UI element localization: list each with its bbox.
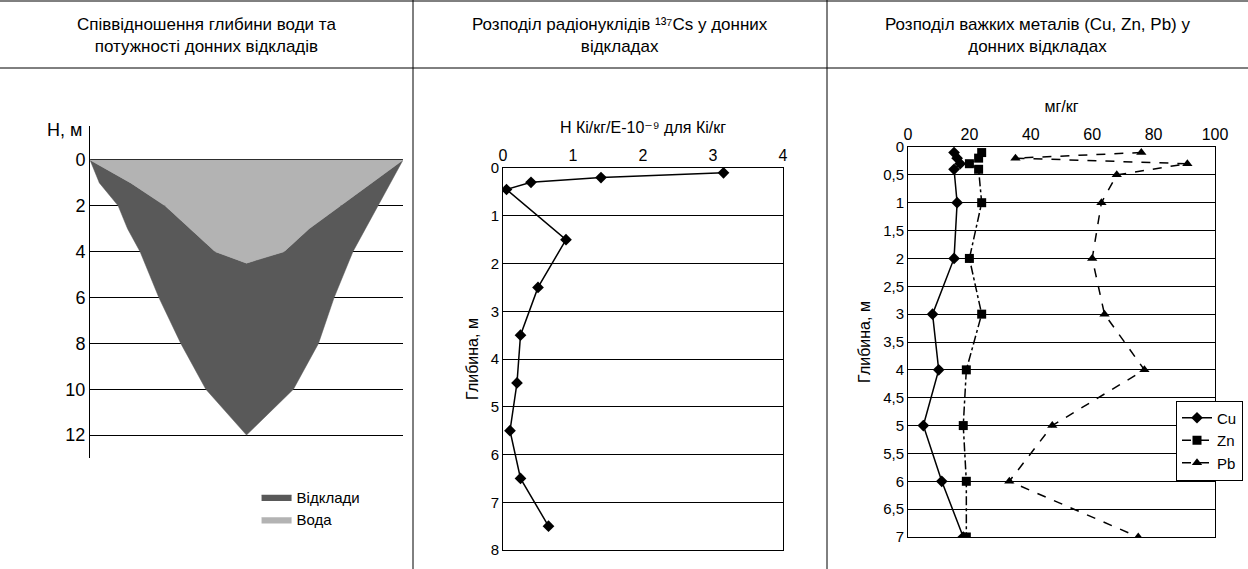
svg-text:Cu: Cu (1217, 410, 1236, 427)
svg-text:Глибина, м: Глибина, м (856, 301, 873, 383)
svg-text:Розподіл важких металів (Cu, Z: Розподіл важких металів (Cu, Zn, Pb) удо… (885, 15, 1190, 56)
svg-text:Розподіл радіонуклідів ¹³⁷Cs у: Розподіл радіонуклідів ¹³⁷Cs у доннихвід… (472, 15, 768, 56)
svg-text:6,5: 6,5 (883, 500, 904, 517)
svg-text:2: 2 (75, 196, 85, 216)
svg-text:80: 80 (1145, 126, 1163, 143)
svg-text:4: 4 (491, 350, 499, 367)
svg-text:Співвідношення глибини води та: Співвідношення глибини води тапотужності… (77, 15, 336, 56)
svg-text:100: 100 (1202, 126, 1229, 143)
svg-text:мг/кг: мг/кг (1044, 98, 1078, 115)
svg-text:12: 12 (65, 425, 85, 445)
svg-text:5,5: 5,5 (883, 445, 904, 462)
svg-text:2,5: 2,5 (883, 278, 904, 295)
svg-text:3,5: 3,5 (883, 333, 904, 350)
svg-text:4,5: 4,5 (883, 389, 904, 406)
svg-text:2: 2 (896, 250, 904, 267)
svg-text:Відклади: Відклади (297, 489, 360, 506)
svg-text:1: 1 (896, 194, 904, 211)
svg-text:4: 4 (75, 242, 85, 262)
svg-text:4: 4 (779, 147, 788, 164)
svg-text:0,5: 0,5 (883, 166, 904, 183)
svg-text:40: 40 (1022, 126, 1040, 143)
svg-text:1: 1 (491, 207, 499, 224)
svg-text:3: 3 (896, 305, 904, 322)
svg-text:5: 5 (896, 417, 904, 434)
svg-text:Глибина, м: Глибина, м (464, 318, 481, 400)
svg-text:20: 20 (961, 126, 979, 143)
svg-text:0: 0 (904, 126, 913, 143)
svg-text:2: 2 (491, 255, 499, 272)
svg-text:0: 0 (896, 138, 904, 155)
svg-text:7: 7 (491, 494, 499, 511)
svg-text:6: 6 (75, 288, 85, 308)
svg-text:0: 0 (499, 147, 508, 164)
svg-text:1: 1 (569, 147, 578, 164)
svg-text:1,5: 1,5 (883, 222, 904, 239)
svg-text:10: 10 (65, 380, 85, 400)
svg-text:60: 60 (1083, 126, 1101, 143)
svg-text:6: 6 (491, 446, 499, 463)
svg-text:H, м: H, м (47, 120, 82, 140)
svg-text:6: 6 (896, 473, 904, 490)
svg-text:0: 0 (75, 150, 85, 170)
svg-text:Н Кі/кг/E-10⁻⁹ для Кі/кг: Н Кі/кг/E-10⁻⁹ для Кі/кг (560, 119, 726, 136)
svg-text:5: 5 (491, 398, 499, 415)
svg-text:3: 3 (491, 303, 499, 320)
svg-text:7: 7 (896, 528, 904, 545)
svg-text:3: 3 (709, 147, 718, 164)
svg-text:2: 2 (639, 147, 648, 164)
svg-text:Вода: Вода (297, 511, 333, 528)
svg-text:0: 0 (491, 159, 499, 176)
svg-text:Pb: Pb (1217, 455, 1235, 472)
svg-text:4: 4 (896, 361, 904, 378)
svg-text:Zn: Zn (1217, 432, 1235, 449)
svg-text:8: 8 (491, 541, 499, 558)
svg-text:8: 8 (75, 334, 85, 354)
